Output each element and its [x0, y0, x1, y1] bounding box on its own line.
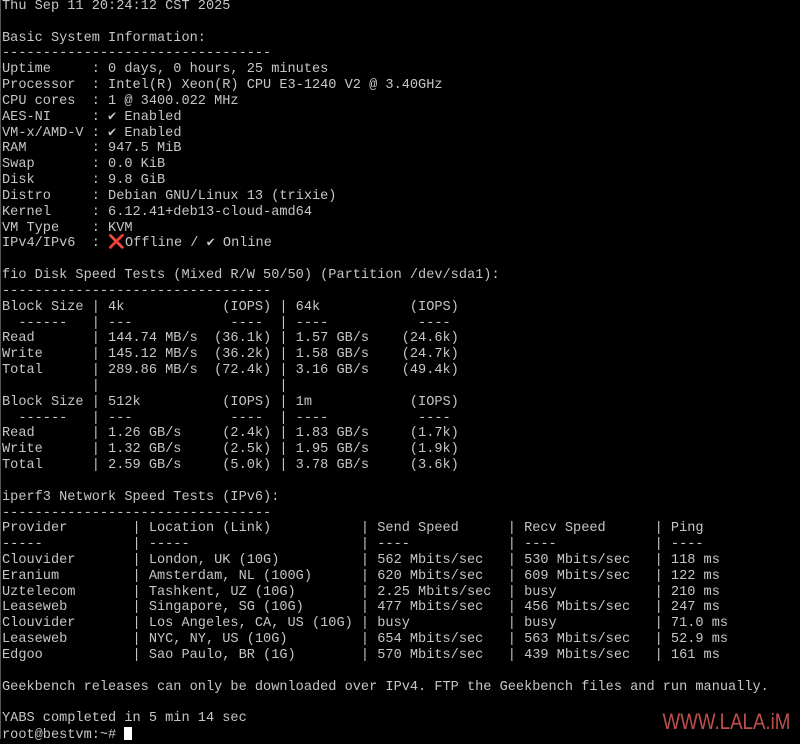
terminal-line: Clouvider | London, UK (10G) | 562 Mbits… [2, 552, 720, 568]
terminal-line: CPU cores : 1 @ 3400.022 MHz [2, 93, 239, 109]
terminal-line: Block Size | 4k (IOPS) | 64k (IOPS) [2, 299, 459, 315]
ipv6-status: ✔ Online [206, 236, 272, 252]
terminal-line: Read | 1.26 GB/s (2.4k) | 1.83 GB/s (1.7… [2, 426, 459, 442]
terminal-line: --------------------------------- [2, 283, 272, 299]
terminal-line: Read | 144.74 MB/s (36.1k) | 1.57 GB/s (… [2, 331, 459, 347]
terminal-line: Processor : Intel(R) Xeon(R) CPU E3-1240… [2, 78, 443, 94]
terminal-line: RAM : 947.5 MiB [2, 141, 182, 157]
terminal-line: Block Size | 512k (IOPS) | 1m (IOPS) [2, 394, 459, 410]
terminal-line: AES-NI : ✔ Enabled [2, 109, 182, 125]
terminal-line [2, 664, 769, 680]
terminal-line: ------ | --- ---- | ---- ---- [2, 410, 459, 426]
terminal-line: Basic System Information: [2, 30, 206, 46]
terminal-line: Distro : Debian GNU/Linux 13 (trixie) [2, 188, 337, 204]
terminal-line: --------------------------------- [2, 46, 272, 62]
terminal-line: Leaseweb | Singapore, SG (10G) | 477 Mbi… [2, 600, 720, 616]
ipv4-status: Offline / [125, 236, 207, 252]
shell-prompt-line: root@bestvm:~# [2, 727, 769, 743]
terminal-line: Write | 1.32 GB/s (2.5k) | 1.95 GB/s (1.… [2, 442, 459, 458]
terminal-line: Swap : 0.0 KiB [2, 157, 166, 173]
terminal-line: Eranium | Amsterdam, NL (100G) | 620 Mbi… [2, 568, 720, 584]
terminal-line: ----- | ----- | ---- | ---- | ---- [2, 537, 704, 553]
cursor[interactable] [124, 727, 133, 741]
window-edge [0, 0, 1, 739]
terminal-line: VM Type : KVM [2, 220, 133, 236]
cross-icon: ❌ [108, 236, 125, 252]
terminal-line-ipv4-ipv6: IPv4/IPv6 : ❌Offline / ✔ Online [2, 236, 769, 252]
terminal-line: Total | 289.86 MB/s (72.4k) | 3.16 GB/s … [2, 363, 459, 379]
terminal-line: ------ | --- ---- | ---- ---- [2, 315, 459, 331]
terminal-line: YABS completed in 5 min 14 sec [2, 711, 247, 727]
terminal-line: | | [2, 378, 288, 394]
terminal-line: Clouvider | Los Angeles, CA, US (10G) | … [2, 616, 729, 632]
terminal-line: Uztelecom | Tashkent, UZ (10G) | 2.25 Mb… [2, 584, 720, 600]
terminal-line: Geekbench releases can only be downloade… [2, 679, 769, 695]
terminal-line: --------------------------------- [2, 505, 272, 521]
shell-prompt: root@bestvm:~# [2, 728, 125, 744]
terminal-line [2, 252, 769, 268]
watermark: WWW.LALA.iM [662, 709, 790, 734]
terminal-line: fio Disk Speed Tests (Mixed R/W 50/50) (… [2, 268, 500, 284]
terminal-line: Total | 2.59 GB/s (5.0k) | 3.78 GB/s (3.… [2, 458, 459, 474]
terminal-line: VM-x/AMD-V : ✔ Enabled [2, 125, 182, 141]
terminal-line: Edgoo | Sao Paulo, BR (1G) | 570 Mbits/s… [2, 647, 720, 663]
terminal-line: Thu Sep 11 20:24:12 CST 2025 [2, 0, 231, 14]
terminal-line: Provider | Location (Link) | Send Speed … [2, 521, 704, 537]
terminal-line: Kernel : 6.12.41+deb13-cloud-amd64 [2, 204, 312, 220]
terminal-line [2, 15, 769, 31]
terminal-line: iperf3 Network Speed Tests (IPv6): [2, 489, 280, 505]
terminal-line [2, 695, 769, 711]
terminal-line [2, 474, 769, 490]
terminal-line: Uptime : 0 days, 0 hours, 25 minutes [2, 62, 329, 78]
terminal-line: Disk : 9.8 GiB [2, 173, 166, 189]
terminal-line: Write | 145.12 MB/s (36.2k) | 1.58 GB/s … [2, 347, 459, 363]
terminal-output[interactable]: Thu Sep 11 20:24:12 CST 2025 Basic System… [2, 0, 769, 743]
ipv-label: IPv4/IPv6 : [2, 236, 109, 252]
terminal-line: Leaseweb | NYC, NY, US (10G) | 654 Mbits… [2, 632, 729, 648]
